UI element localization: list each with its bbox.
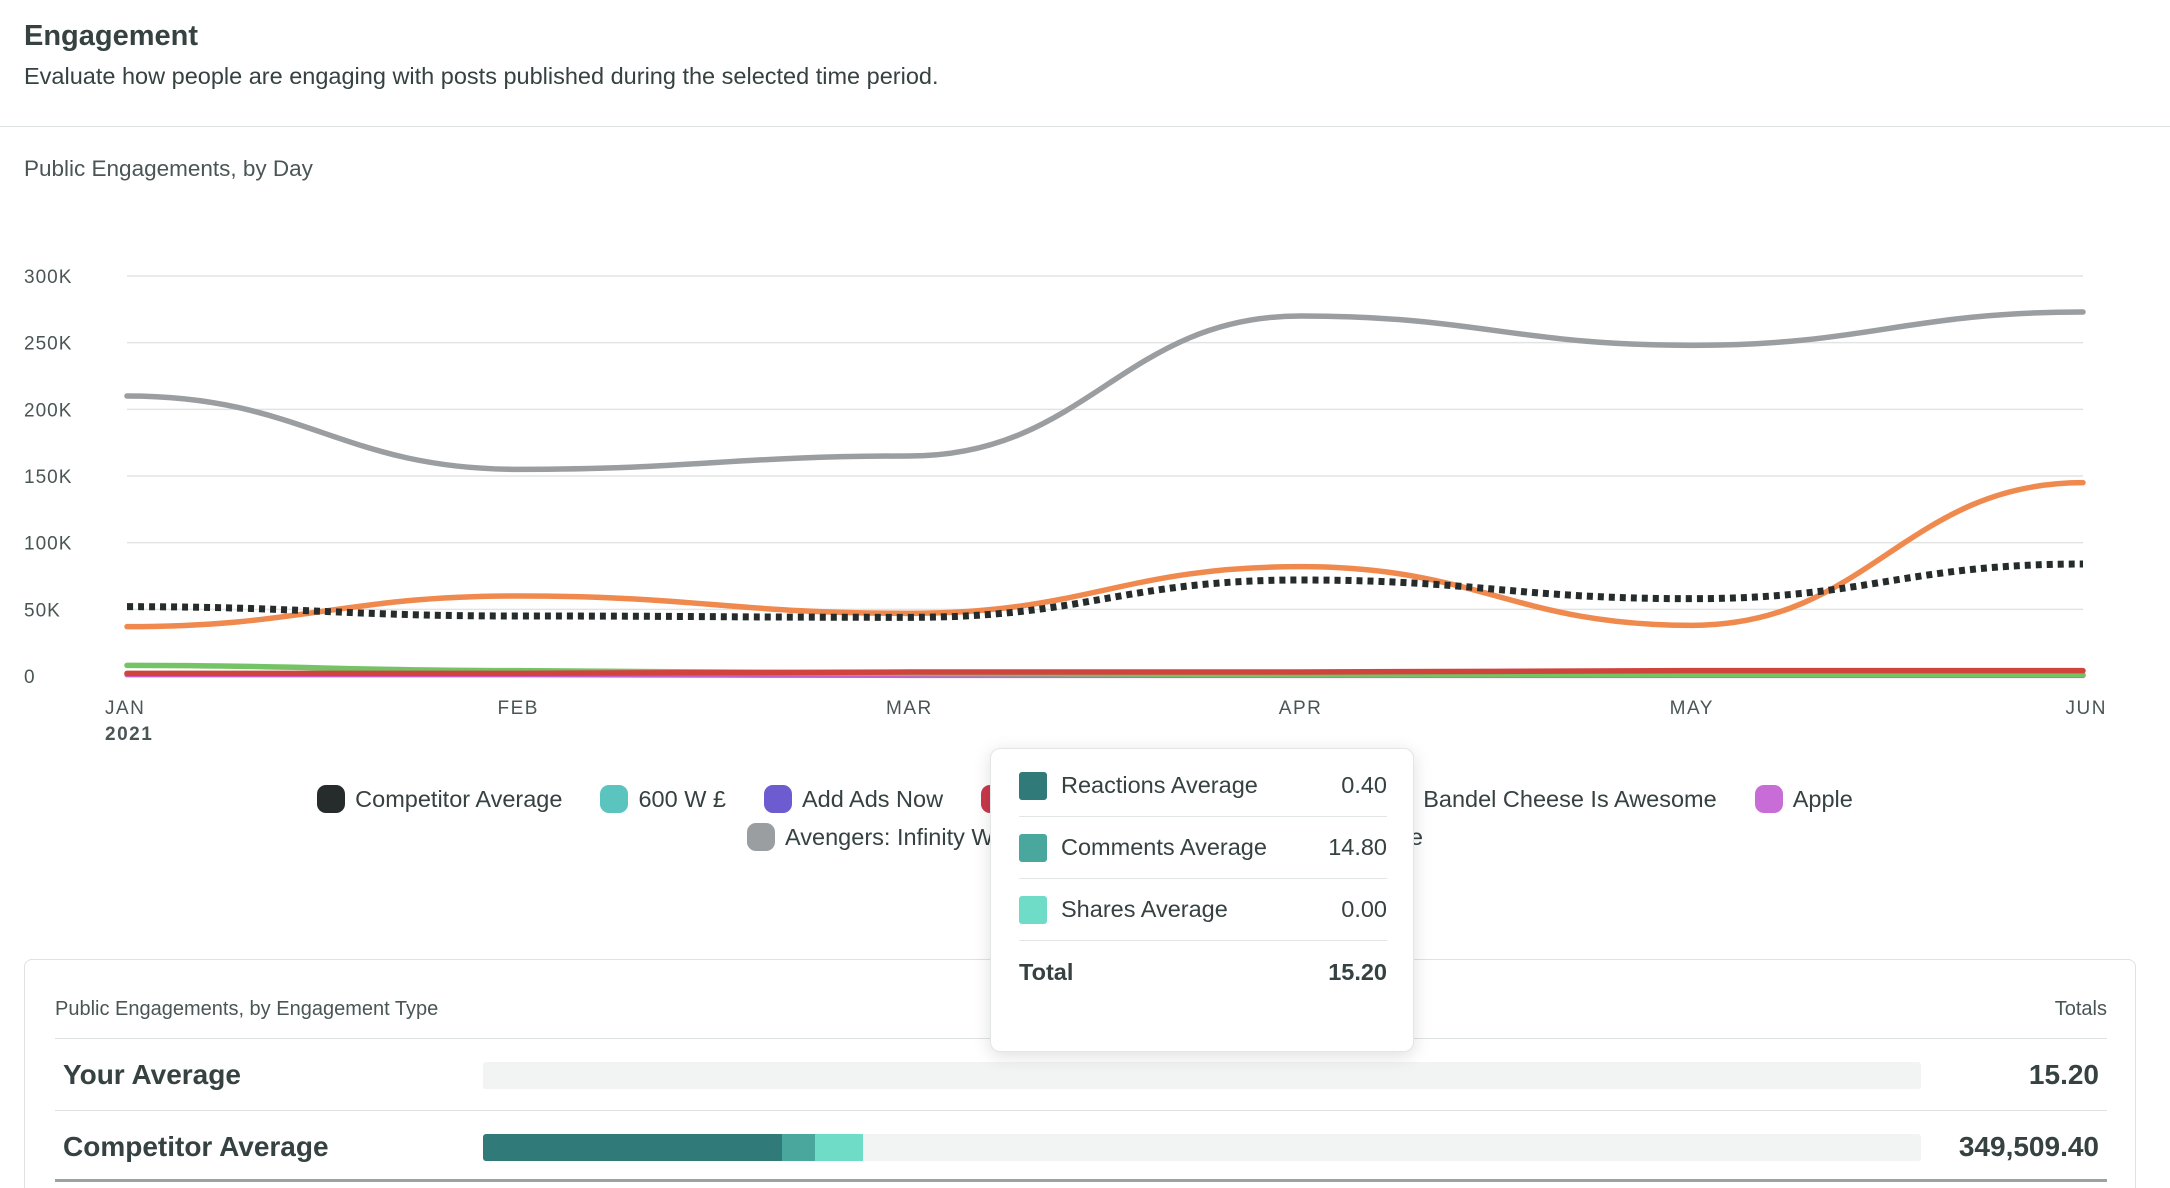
tooltip-row-comments: Comments Average 14.80 <box>1019 817 1387 879</box>
your-average-bar[interactable] <box>483 1062 1921 1089</box>
row-total: 349,509.40 <box>1958 1131 2099 1162</box>
competitor-average-row[interactable]: Competitor Average 349,509.40 <box>55 1110 2107 1182</box>
x-tick-label: JAN <box>105 698 145 719</box>
tooltip-total-label: Total <box>1019 958 1074 985</box>
legend-label: Apple <box>1792 785 1853 812</box>
panel-totals-label: Totals <box>2054 998 2107 1020</box>
chart-grid <box>127 275 2083 677</box>
series-line-competitor-average[interactable] <box>126 560 2084 621</box>
tooltip-value: 0.40 <box>1341 772 1387 798</box>
x-year-label: 2021 <box>105 724 153 745</box>
legend-swatch <box>1754 785 1783 813</box>
tooltip-label: Shares Average <box>1061 896 1228 922</box>
y-tick-label: 50K <box>24 600 61 621</box>
legend-swatch <box>317 785 346 813</box>
legend-item[interactable]: Competitor Average <box>317 785 562 813</box>
tooltip-value: 0.00 <box>1341 896 1387 922</box>
tooltip-row-total: Total 15.20 <box>1019 941 1387 1003</box>
legend-swatch <box>747 823 776 851</box>
y-tick-label: 300K <box>24 267 72 288</box>
bar-segment-shares[interactable] <box>815 1134 863 1161</box>
series-line-series-f0894d[interactable] <box>124 479 2086 630</box>
x-axis-ticks: JAN FEB MAR APR MAY JUN 2021 <box>105 698 2107 745</box>
legend-label: 600 W £ <box>638 785 726 812</box>
x-tick-label: APR <box>1279 698 1323 719</box>
y-tick-label: 200K <box>24 400 72 421</box>
engagement-tooltip: Reactions Average 0.40 Comments Average … <box>990 748 1414 1052</box>
legend-label: Bandel Cheese Is Awesome <box>1423 785 1717 812</box>
tooltip-label: Comments Average <box>1061 834 1267 860</box>
chart-title: Public Engagements, by Day <box>24 156 313 181</box>
legend-item[interactable]: Bandel Cheese Is Awesome <box>1385 785 1717 813</box>
y-tick-label: 100K <box>24 534 72 555</box>
legend-swatch <box>763 785 792 813</box>
x-tick-label: JUN <box>2066 698 2107 719</box>
legend-label: Add Ads Now <box>801 785 944 812</box>
legend-label: Competitor Average <box>355 785 563 812</box>
series-line-carleton-college[interactable] <box>124 667 2086 677</box>
shares-swatch <box>1019 895 1047 924</box>
tooltip-label: Reactions Average <box>1061 772 1258 798</box>
legend-item[interactable]: Add Ads Now <box>763 785 944 813</box>
tooltip-row-shares: Shares Average 0.00 <box>1019 879 1387 941</box>
x-tick-label: MAY <box>1670 698 1714 719</box>
page-subtitle: Evaluate how people are engaging with po… <box>24 63 939 89</box>
row-label: Competitor Average <box>63 1131 329 1162</box>
panel-heading: Public Engagements, by Engagement Type <box>55 998 439 1020</box>
row-label: Your Average <box>63 1059 241 1090</box>
tooltip-total-value: 15.20 <box>1328 958 1387 985</box>
legend-item[interactable]: Apple <box>1754 785 1853 813</box>
y-tick-label: 150K <box>24 467 72 488</box>
series-line-avengers-infinity-war-fans[interactable] <box>124 309 2086 473</box>
y-tick-label: 0 <box>24 667 36 688</box>
legend-item[interactable]: 600 W £ <box>600 785 726 813</box>
chart-series[interactable] <box>124 309 2086 679</box>
y-tick-label: 250K <box>24 334 72 355</box>
page-title: Engagement <box>24 20 199 52</box>
engagement-line-chart[interactable]: 0 50K 100K 150K 200K 250K 300K JAN FEB MAR APR MAY… <box>0 240 2170 760</box>
tooltip-value: 14.80 <box>1328 834 1387 860</box>
your-average-row[interactable]: Your Average 15.20 <box>55 1038 2107 1110</box>
bar-segment-reactions[interactable] <box>483 1134 783 1161</box>
competitor-average-bar[interactable] <box>483 1134 1921 1161</box>
x-tick-label: MAR <box>886 698 933 719</box>
x-tick-label: FEB <box>497 698 538 719</box>
reactions-swatch <box>1019 771 1047 800</box>
row-total: 15.20 <box>2028 1059 2099 1090</box>
legend-swatch <box>600 785 629 813</box>
y-axis-ticks: 0 50K 100K 150K 200K 250K 300K <box>24 267 72 688</box>
bar-segment-comments[interactable] <box>782 1134 816 1161</box>
page-header: Engagement Evaluate how people are engag… <box>0 0 2170 127</box>
tooltip-row-reactions: Reactions Average 0.40 <box>1019 755 1387 817</box>
comments-swatch <box>1019 833 1047 862</box>
